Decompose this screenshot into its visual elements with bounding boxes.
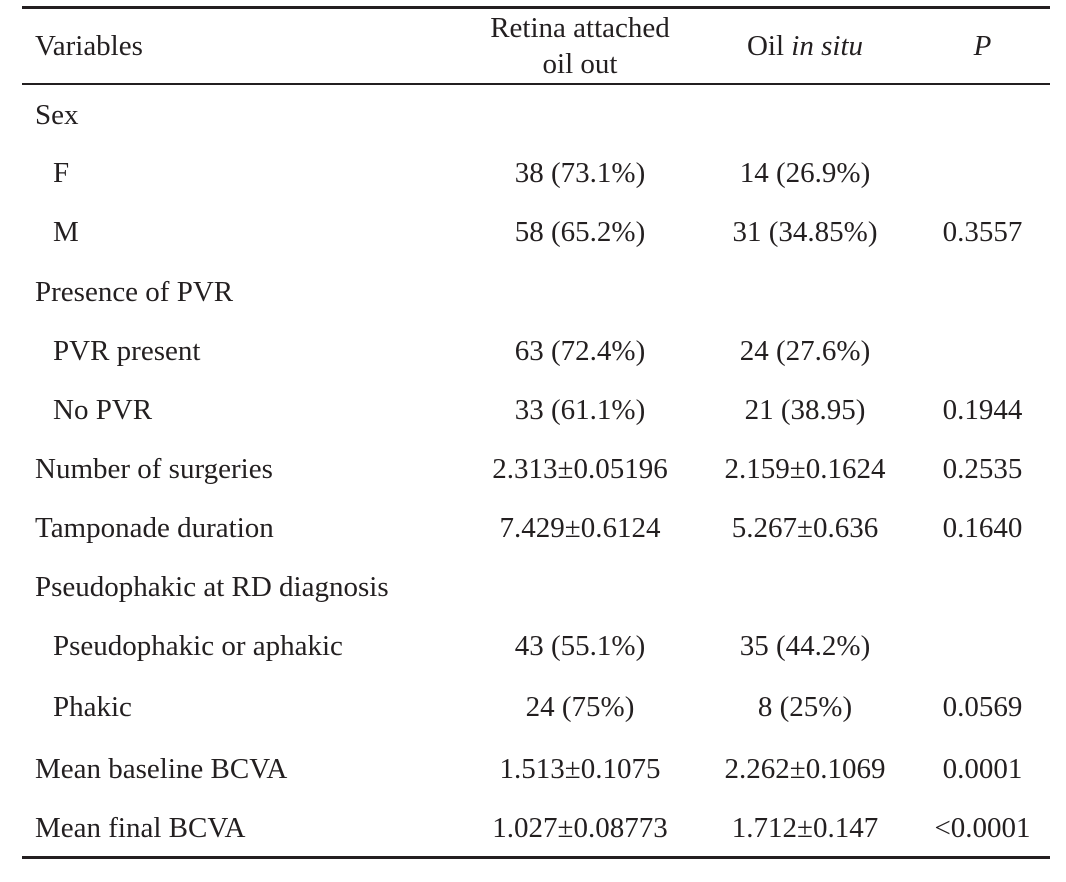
cell-retina-attached: 63 (72.4%) (514, 335, 646, 367)
cell-p-value: 0.0569 (942, 691, 1023, 723)
cell-oil-in-situ: 31 (34.85%) (732, 216, 878, 248)
cell-retina-attached: 7.429±0.6124 (499, 512, 661, 544)
header-p-value: P (920, 30, 1045, 62)
row-label: No PVR (53, 394, 153, 426)
cell-oil-in-situ: 5.267±0.636 (731, 512, 879, 544)
cell-oil-in-situ: 2.159±0.1624 (724, 453, 886, 485)
row-label: Mean baseline BCVA (35, 753, 288, 785)
cell-retina-attached: 2.313±0.05196 (492, 453, 668, 485)
table-header-rule (22, 83, 1050, 85)
table-bottom-rule (22, 856, 1050, 859)
cell-p-value: 0.1640 (942, 512, 1023, 544)
header-in-situ: in situ (791, 30, 864, 62)
header-variables: Variables (35, 30, 143, 62)
cell-oil-in-situ: 1.712±0.147 (731, 812, 879, 844)
cell-retina-attached: 43 (55.1%) (514, 630, 646, 662)
row-label: M (53, 216, 79, 248)
cell-oil-in-situ: 8 (25%) (757, 691, 853, 723)
row-label: Presence of PVR (35, 276, 234, 308)
row-label: Mean final BCVA (35, 812, 246, 844)
row-label: Pseudophakic or aphakic (53, 630, 343, 662)
table-top-rule (22, 6, 1050, 9)
cell-p-value: 0.2535 (942, 453, 1023, 485)
cell-retina-attached: 1.513±0.1075 (499, 753, 661, 785)
cell-retina-attached: 1.027±0.08773 (492, 812, 668, 844)
cell-p-value: 0.1944 (942, 394, 1023, 426)
row-label: Phakic (53, 691, 132, 723)
cell-p-value: 0.0001 (942, 753, 1023, 785)
cell-oil-in-situ: 35 (44.2%) (739, 630, 871, 662)
header-retina-attached-line1: Retina attached (490, 12, 670, 44)
header-oil-in-situ: Oil in situ (700, 30, 910, 62)
row-label: Sex (35, 99, 79, 131)
cell-retina-attached: 33 (61.1%) (514, 394, 646, 426)
row-label: F (53, 157, 70, 189)
row-label: Tamponade duration (35, 512, 274, 544)
row-label: Number of surgeries (35, 453, 273, 485)
row-label: Pseudophakic at RD diagnosis (35, 571, 389, 603)
cell-p-value: <0.0001 (934, 812, 1031, 844)
row-label: PVR present (53, 335, 201, 367)
header-p-letter: P (973, 30, 992, 62)
cell-p-value: 0.3557 (942, 216, 1023, 248)
cell-oil-in-situ: 2.262±0.1069 (724, 753, 886, 785)
cell-oil-in-situ: 21 (38.95) (744, 394, 866, 426)
cell-retina-attached: 24 (75%) (525, 691, 635, 723)
cell-retina-attached: 38 (73.1%) (514, 157, 646, 189)
cell-retina-attached: 58 (65.2%) (514, 216, 646, 248)
header-retina-attached-line2: oil out (542, 48, 618, 80)
cell-oil-in-situ: 24 (27.6%) (739, 335, 871, 367)
header-oil-prefix: Oil (746, 30, 792, 62)
cell-oil-in-situ: 14 (26.9%) (739, 157, 871, 189)
